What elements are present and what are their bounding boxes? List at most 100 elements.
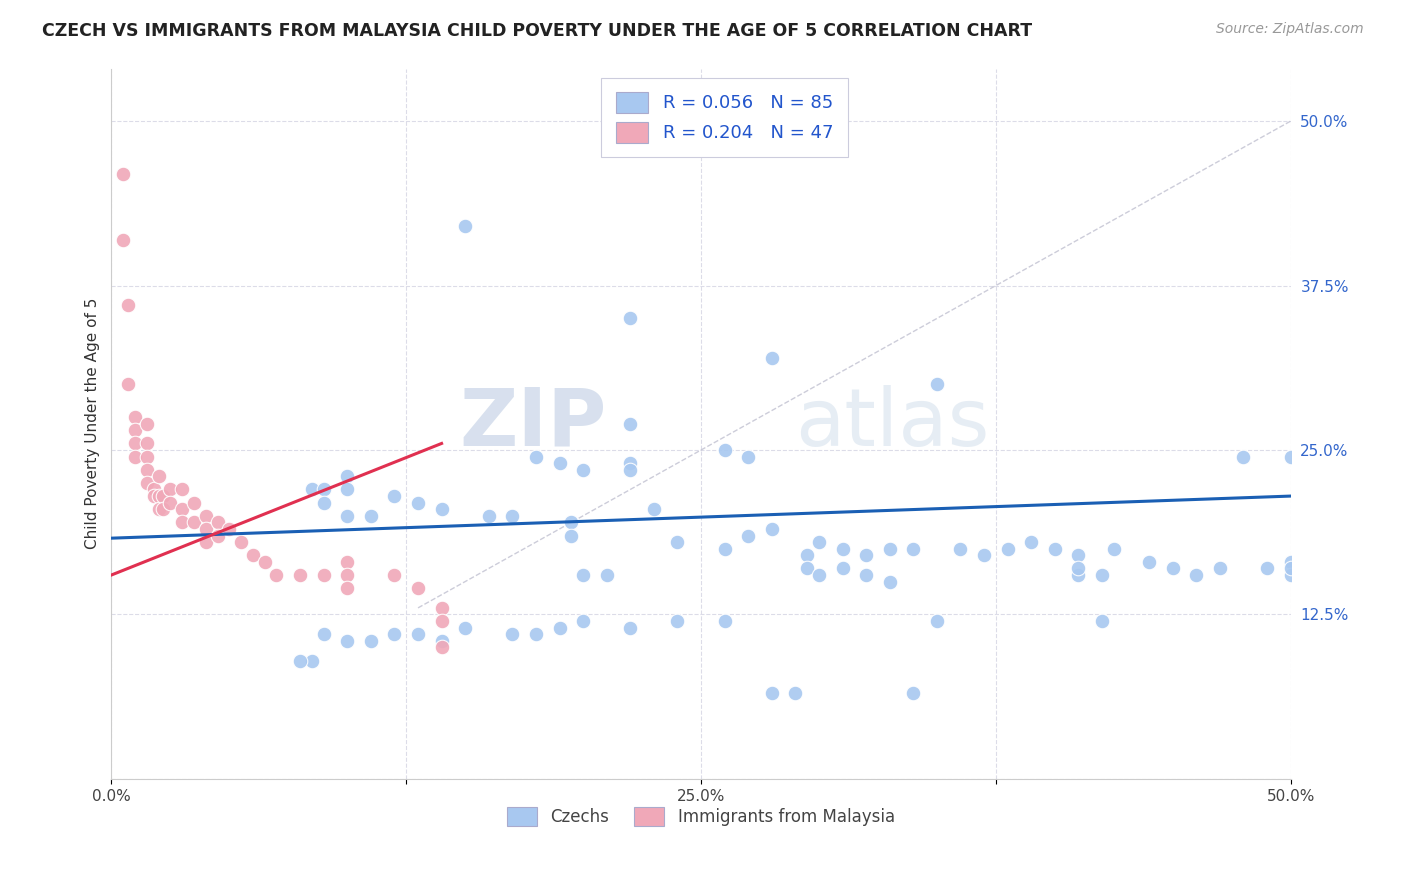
Point xyxy=(124,410,146,425)
Point xyxy=(501,627,523,641)
Point xyxy=(172,483,194,497)
Point xyxy=(1019,535,1042,549)
Point xyxy=(301,483,323,497)
Point xyxy=(312,568,335,582)
Point xyxy=(619,456,641,470)
Point xyxy=(572,568,595,582)
Point xyxy=(807,568,830,582)
Point xyxy=(761,522,783,536)
Point xyxy=(1137,555,1160,569)
Point xyxy=(925,614,948,628)
Point xyxy=(454,219,477,234)
Point xyxy=(183,496,205,510)
Point xyxy=(997,541,1019,556)
Point xyxy=(524,450,547,464)
Point xyxy=(879,541,901,556)
Point xyxy=(713,443,735,458)
Point xyxy=(713,614,735,628)
Point xyxy=(430,502,453,516)
Point xyxy=(406,627,429,641)
Point xyxy=(135,450,157,464)
Point xyxy=(1067,549,1090,563)
Point xyxy=(1256,561,1278,575)
Point xyxy=(172,516,194,530)
Point xyxy=(903,686,925,700)
Point xyxy=(572,614,595,628)
Point xyxy=(194,508,217,523)
Point xyxy=(619,417,641,431)
Point xyxy=(135,475,157,490)
Point xyxy=(1279,561,1302,575)
Point xyxy=(172,502,194,516)
Point xyxy=(1043,541,1066,556)
Point xyxy=(148,489,170,503)
Point xyxy=(117,377,139,392)
Point xyxy=(831,561,853,575)
Point xyxy=(207,516,229,530)
Point xyxy=(336,633,359,648)
Point xyxy=(336,469,359,483)
Point xyxy=(478,508,501,523)
Point xyxy=(879,574,901,589)
Point xyxy=(737,450,759,464)
Point xyxy=(454,621,477,635)
Y-axis label: Child Poverty Under the Age of 5: Child Poverty Under the Age of 5 xyxy=(86,298,100,549)
Text: ZIP: ZIP xyxy=(460,384,606,463)
Point xyxy=(925,377,948,392)
Point xyxy=(1209,561,1232,575)
Point xyxy=(1067,568,1090,582)
Point xyxy=(312,496,335,510)
Point xyxy=(159,483,181,497)
Point xyxy=(831,541,853,556)
Point xyxy=(194,522,217,536)
Point xyxy=(336,568,359,582)
Point xyxy=(152,489,174,503)
Point xyxy=(1185,568,1208,582)
Point xyxy=(148,502,170,516)
Point xyxy=(1102,541,1125,556)
Point xyxy=(142,483,165,497)
Point xyxy=(1232,450,1254,464)
Point xyxy=(761,686,783,700)
Point xyxy=(785,686,807,700)
Point xyxy=(336,508,359,523)
Point xyxy=(796,561,818,575)
Point xyxy=(384,568,406,582)
Point xyxy=(1161,561,1184,575)
Point xyxy=(796,549,818,563)
Point xyxy=(229,535,252,549)
Text: CZECH VS IMMIGRANTS FROM MALAYSIA CHILD POVERTY UNDER THE AGE OF 5 CORRELATION C: CZECH VS IMMIGRANTS FROM MALAYSIA CHILD … xyxy=(42,22,1032,40)
Point xyxy=(142,489,165,503)
Point xyxy=(524,627,547,641)
Point xyxy=(148,469,170,483)
Point xyxy=(183,516,205,530)
Point xyxy=(288,568,311,582)
Point xyxy=(595,568,617,582)
Point xyxy=(384,489,406,503)
Point xyxy=(135,463,157,477)
Point xyxy=(619,463,641,477)
Point xyxy=(288,653,311,667)
Point xyxy=(384,627,406,641)
Point xyxy=(1067,561,1090,575)
Point xyxy=(124,450,146,464)
Point xyxy=(903,541,925,556)
Point xyxy=(572,463,595,477)
Point xyxy=(430,640,453,655)
Point xyxy=(360,508,382,523)
Point xyxy=(807,535,830,549)
Point xyxy=(973,549,995,563)
Point xyxy=(713,541,735,556)
Point xyxy=(430,633,453,648)
Text: atlas: atlas xyxy=(796,384,990,463)
Point xyxy=(266,568,288,582)
Point xyxy=(112,167,135,181)
Point xyxy=(548,621,571,635)
Point xyxy=(1279,450,1302,464)
Point xyxy=(855,549,877,563)
Point xyxy=(207,528,229,542)
Point xyxy=(117,298,139,312)
Point xyxy=(124,423,146,437)
Point xyxy=(135,417,157,431)
Point xyxy=(761,351,783,365)
